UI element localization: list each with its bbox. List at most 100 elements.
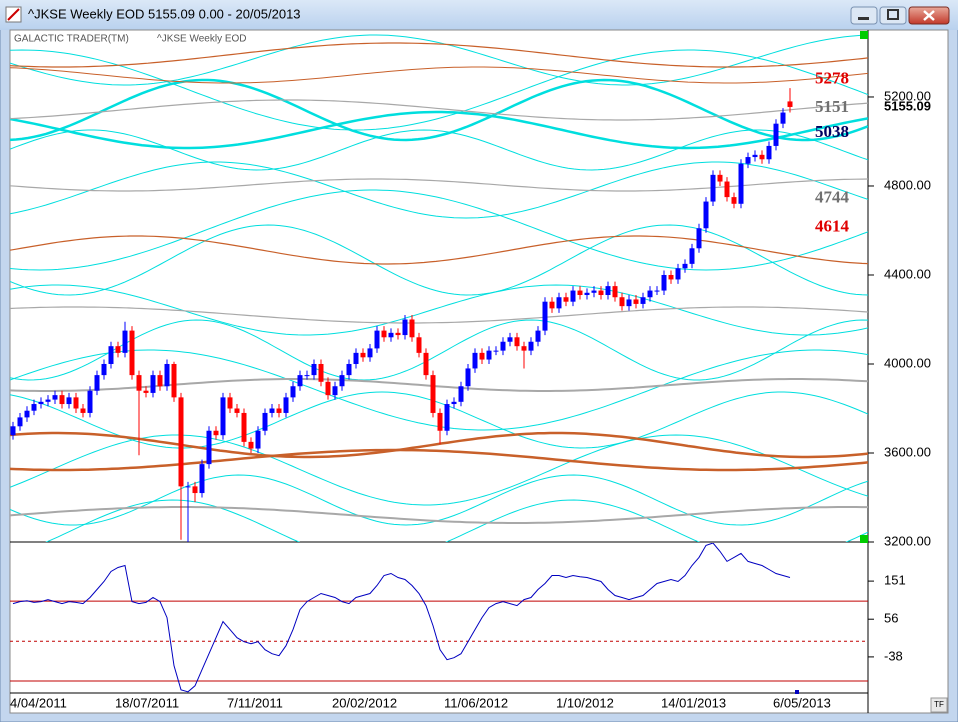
candle-body	[381, 330, 387, 338]
candle-body	[269, 408, 275, 413]
cycle-line	[10, 66, 868, 84]
cycle-line	[10, 42, 868, 68]
candle-body	[626, 299, 632, 307]
cycle-line	[45, 499, 868, 542]
candle-body	[164, 363, 170, 387]
candle-body	[353, 352, 359, 364]
legend-item: GALACTIC TRADER(TM)	[14, 34, 129, 45]
candle-body	[738, 163, 744, 204]
candle-body	[570, 290, 576, 302]
candle-body	[423, 352, 429, 376]
candle-body	[234, 408, 240, 413]
candle-body	[549, 301, 555, 309]
x-tick-label: 11/06/2012	[444, 695, 508, 710]
candle-body	[66, 397, 72, 405]
candle-body	[101, 363, 107, 376]
candle-body	[339, 375, 345, 387]
panel-marker	[860, 535, 868, 543]
candle-body	[556, 297, 562, 309]
minimize-button[interactable]	[850, 6, 878, 25]
osc-y-tick-label: -38	[884, 648, 903, 663]
level-label: 5278	[815, 69, 849, 88]
candle-body	[605, 286, 611, 296]
maximize-button[interactable]	[879, 6, 907, 25]
candle-body	[38, 401, 44, 405]
candle-body	[206, 430, 212, 465]
tf-button[interactable]: TF	[930, 697, 948, 713]
cycle-line	[10, 431, 868, 459]
candle-body	[640, 297, 646, 304]
x-tick-label: 20/02/2012	[332, 695, 397, 710]
candle-body	[731, 197, 737, 204]
candle-body	[528, 341, 534, 351]
candle-body	[416, 337, 422, 353]
candle-body	[402, 319, 408, 336]
legend-item: ^JKSE Weekly EOD	[157, 34, 247, 45]
candle-body	[521, 346, 527, 351]
y-tick-label: 4400.00	[884, 266, 931, 281]
y-tick-label: 4000.00	[884, 355, 931, 370]
cycle-line	[10, 224, 868, 296]
candle-body	[451, 401, 457, 405]
y-tick-label: 3600.00	[884, 444, 931, 459]
candle-body	[17, 417, 23, 427]
candle-body	[276, 408, 282, 413]
candle-body	[241, 412, 247, 442]
cycle-line	[10, 78, 868, 142]
cycle-line	[10, 319, 868, 381]
candle-body	[80, 408, 86, 413]
candle-body	[94, 375, 100, 391]
level-label: 4614	[815, 216, 850, 235]
candle-body	[472, 352, 478, 369]
candle-body	[283, 397, 289, 413]
candle-body	[479, 352, 485, 360]
cycle-line	[10, 161, 868, 219]
candle-body	[262, 412, 268, 431]
candle-body	[668, 274, 674, 280]
candle-body	[297, 375, 303, 387]
osc-y-tick-label: 56	[884, 611, 898, 626]
candle-body	[52, 395, 58, 400]
cursor-marker	[795, 690, 799, 694]
candle-body	[129, 330, 135, 376]
cycle-line	[10, 391, 868, 449]
candle-body	[703, 201, 709, 229]
candle-body	[122, 330, 128, 353]
candle-body	[45, 399, 51, 402]
cycle-line	[10, 448, 868, 472]
candle-body	[395, 332, 401, 336]
candle-body	[493, 350, 499, 352]
candle-body	[10, 426, 16, 436]
candle-body	[542, 301, 548, 331]
close-button[interactable]	[908, 6, 950, 25]
candle-body	[710, 174, 716, 202]
x-tick-label: 4/04/2011	[10, 695, 67, 710]
candle-body	[213, 430, 219, 436]
candle-body	[682, 263, 688, 269]
candle-body	[514, 337, 520, 347]
level-label: 5151	[815, 97, 849, 116]
cycle-line	[10, 34, 868, 86]
candle-body	[346, 363, 352, 376]
candle-body	[444, 404, 450, 431]
cycle-line	[10, 284, 868, 336]
candle-body	[675, 268, 681, 280]
cycle-line	[10, 189, 868, 271]
osc-y-tick-label: 151	[884, 573, 906, 588]
candle-body	[227, 397, 233, 409]
candle-body	[332, 386, 338, 396]
candle-body	[787, 101, 793, 107]
x-tick-label: 6/05/2013	[773, 695, 831, 710]
cycle-line	[10, 129, 868, 171]
candle-body	[591, 290, 597, 293]
candle-body	[598, 290, 604, 296]
candle-body	[458, 386, 464, 402]
candle-body	[535, 330, 541, 342]
candle-body	[437, 412, 443, 431]
candle-body	[563, 297, 569, 302]
candle-body	[360, 352, 366, 358]
candle-body	[157, 375, 163, 387]
cycle-line	[10, 506, 868, 524]
candle-body	[192, 486, 198, 494]
candle-body	[619, 297, 625, 307]
